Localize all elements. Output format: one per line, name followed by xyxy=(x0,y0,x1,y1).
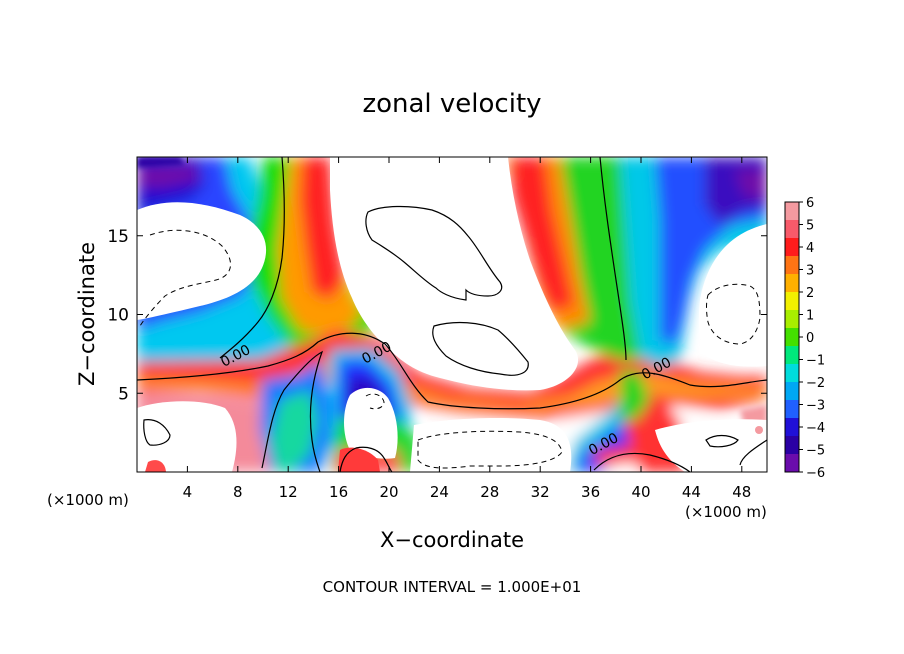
x-tick-label: 24 xyxy=(430,483,449,501)
colorbar-swatch xyxy=(785,220,799,239)
colorbar-label: −5 xyxy=(806,444,825,459)
colorbar-label: 0 xyxy=(806,331,814,346)
x-tick-label: 8 xyxy=(233,483,243,501)
y-tick-label: 15 xyxy=(107,227,129,247)
x-tick-label: 28 xyxy=(480,483,499,501)
colorbar-swatch xyxy=(785,418,799,437)
colorbar-label: −1 xyxy=(806,354,825,369)
colorbar-swatch xyxy=(785,400,799,419)
colorbar-label: 5 xyxy=(806,219,814,234)
chart-title: zonal velocity xyxy=(362,89,541,119)
colorbar-swatch xyxy=(785,328,799,347)
colorbar-swatch xyxy=(785,310,799,329)
y-tick-label: 5 xyxy=(118,384,129,404)
contour-interval-note: CONTOUR INTERVAL = 1.000E+01 xyxy=(323,578,582,596)
colorbar: 6 5 4 3 2 1 0 −1 −2 −3 −4 −5 −6 xyxy=(784,196,825,481)
x-tick-label: 48 xyxy=(732,483,751,501)
contour-lines-dashed xyxy=(139,229,761,469)
colorbar-label: 6 xyxy=(806,196,814,211)
x-tick-label: 44 xyxy=(682,483,701,501)
colorbar-label: 4 xyxy=(806,241,814,256)
x-tick-label: 20 xyxy=(379,483,398,501)
colorbar-swatch xyxy=(785,274,799,293)
colorbar-label: 1 xyxy=(806,309,814,324)
x-unit-left: (×1000 m) xyxy=(47,491,129,509)
x-tick-label: 16 xyxy=(329,483,348,501)
colorbar-swatch xyxy=(785,436,799,455)
colorbar-swatch xyxy=(785,238,799,257)
colorbar-swatch xyxy=(785,346,799,365)
x-axis-label: X−coordinate xyxy=(380,528,524,552)
colorbar-swatch xyxy=(785,364,799,383)
x-tick-label: 32 xyxy=(531,483,550,501)
x-tick-label: 4 xyxy=(183,483,193,501)
x-tick-label: 36 xyxy=(581,483,600,501)
colorbar-label: −6 xyxy=(806,466,825,481)
colorbar-swatch xyxy=(785,292,799,311)
colorbar-swatch xyxy=(785,256,799,275)
colorbar-label: −2 xyxy=(806,376,825,391)
x-tick-label: 40 xyxy=(631,483,650,501)
x-axis: 4 8 12 16 20 24 28 32 36 40 44 48 xyxy=(183,157,751,501)
colorbar-swatch xyxy=(785,382,799,401)
x-unit-right: (×1000 m) xyxy=(685,503,767,521)
colorbar-label: 2 xyxy=(806,286,814,301)
x-tick-label: 12 xyxy=(279,483,298,501)
y-axis: 5 10 15 xyxy=(107,227,767,404)
colorbar-swatch xyxy=(785,202,799,221)
velocity-field xyxy=(137,157,767,472)
colorbar-label: −3 xyxy=(806,399,825,414)
contour-lines xyxy=(137,157,767,472)
colorbar-label: −4 xyxy=(806,421,825,436)
y-axis-label: Z−coordinate xyxy=(75,242,99,386)
colorbar-label: 3 xyxy=(806,264,814,279)
colorbar-swatch xyxy=(785,454,799,473)
y-tick-label: 10 xyxy=(107,306,129,326)
